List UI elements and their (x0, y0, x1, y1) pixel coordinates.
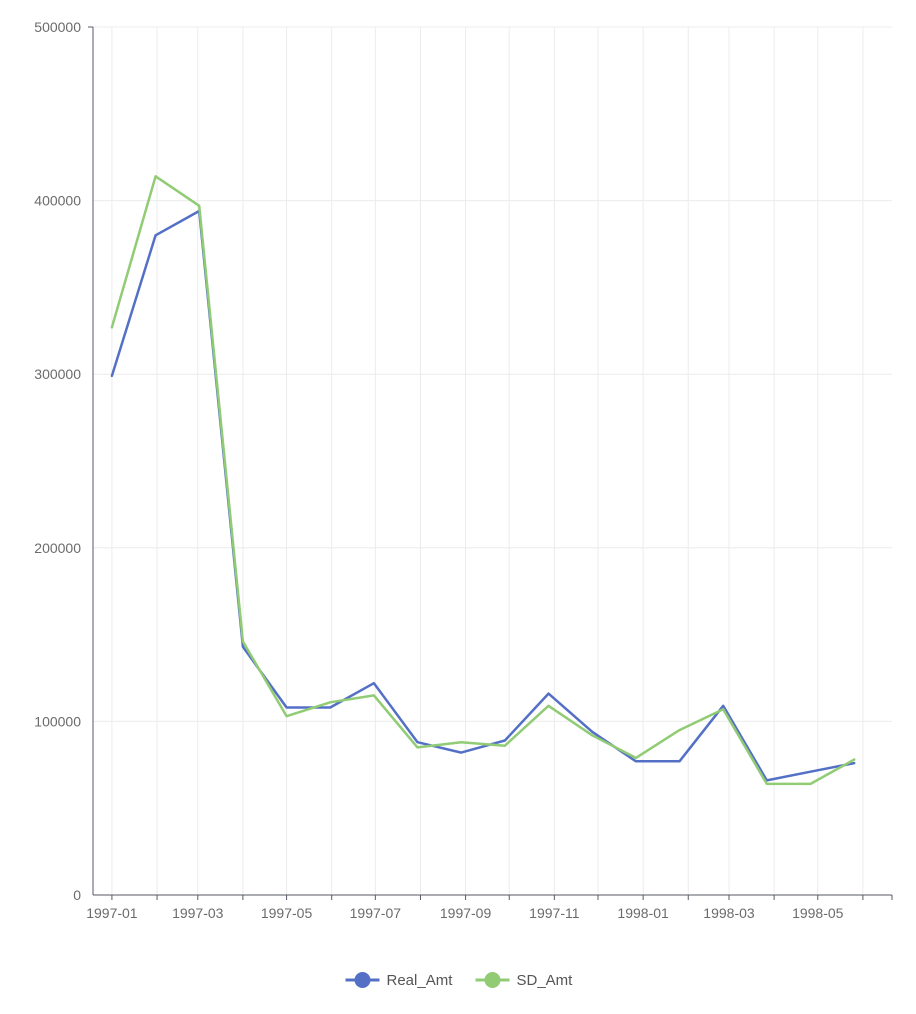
x-tick-label: 1997-03 (172, 905, 224, 921)
axes (92, 27, 892, 896)
y-tick-label: 400000 (34, 193, 81, 209)
legend-item-sd-amt[interactable]: SD_Amt (475, 972, 574, 989)
legend-label: SD_Amt (517, 972, 574, 989)
legend-marker-icon (484, 972, 501, 988)
series-line-sd-amt (110, 175, 856, 786)
x-tick-label: 1997-01 (86, 905, 138, 921)
x-tick-label: 1998-05 (792, 905, 844, 921)
y-tick-label: 500000 (34, 19, 81, 35)
y-axis-ticks: 0 100000 200000 300000 400000 500000 (34, 19, 93, 903)
legend-item-real-amt[interactable]: Real_Amt (345, 972, 454, 989)
x-tick-label: 1998-01 (617, 905, 669, 921)
x-tick-label: 1997-11 (529, 905, 580, 921)
y-tick-label: 100000 (34, 713, 81, 729)
series (110, 175, 856, 786)
y-tick-label: 300000 (34, 366, 81, 382)
x-tick-label: 1998-03 (703, 905, 755, 921)
grid (93, 26, 892, 895)
series-line-real-amt (110, 209, 856, 782)
x-axis-ticks: 1997-01 1997-03 1997-05 1997-07 1997-09 1997-… (86, 895, 893, 921)
legend-marker-icon (354, 972, 371, 988)
y-tick-label: 200000 (34, 540, 81, 556)
y-tick-label: 0 (73, 887, 81, 903)
x-tick-label: 1997-09 (440, 905, 492, 921)
x-tick-label: 1997-05 (261, 905, 313, 921)
legend-label: Real_Amt (387, 972, 454, 989)
legend[interactable]: Real_Amt SD_Amt (345, 972, 574, 989)
x-tick-label: 1997-07 (350, 905, 402, 921)
